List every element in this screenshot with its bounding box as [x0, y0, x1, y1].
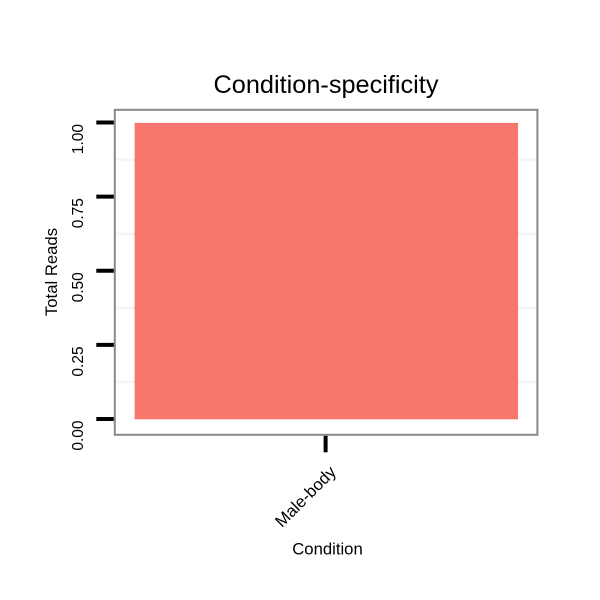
svg-text:Total Reads: Total Reads: [42, 228, 61, 316]
svg-text:Condition: Condition: [292, 540, 363, 559]
svg-text:1.00: 1.00: [70, 124, 87, 155]
svg-text:Condition-specificity: Condition-specificity: [214, 71, 439, 99]
svg-text:0.00: 0.00: [70, 420, 87, 451]
svg-text:0.75: 0.75: [70, 198, 87, 228]
svg-text:0.25: 0.25: [70, 346, 87, 376]
svg-text:0.50: 0.50: [70, 272, 87, 303]
